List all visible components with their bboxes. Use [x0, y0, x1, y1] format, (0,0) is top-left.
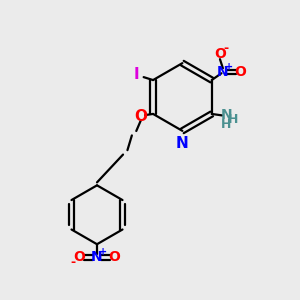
Text: N: N [220, 108, 232, 122]
Text: O: O [74, 250, 85, 265]
Text: O: O [214, 47, 226, 61]
Text: N: N [176, 136, 189, 151]
Text: H: H [228, 113, 238, 126]
Text: -: - [223, 42, 228, 55]
Text: +: + [225, 61, 233, 71]
Text: -: - [70, 256, 76, 269]
Text: N: N [217, 65, 229, 79]
Text: O: O [134, 109, 147, 124]
Text: N: N [91, 250, 103, 265]
Text: O: O [234, 65, 246, 79]
Text: +: + [99, 248, 107, 257]
Text: I: I [134, 67, 140, 82]
Text: H: H [221, 118, 232, 131]
Text: O: O [108, 250, 120, 265]
